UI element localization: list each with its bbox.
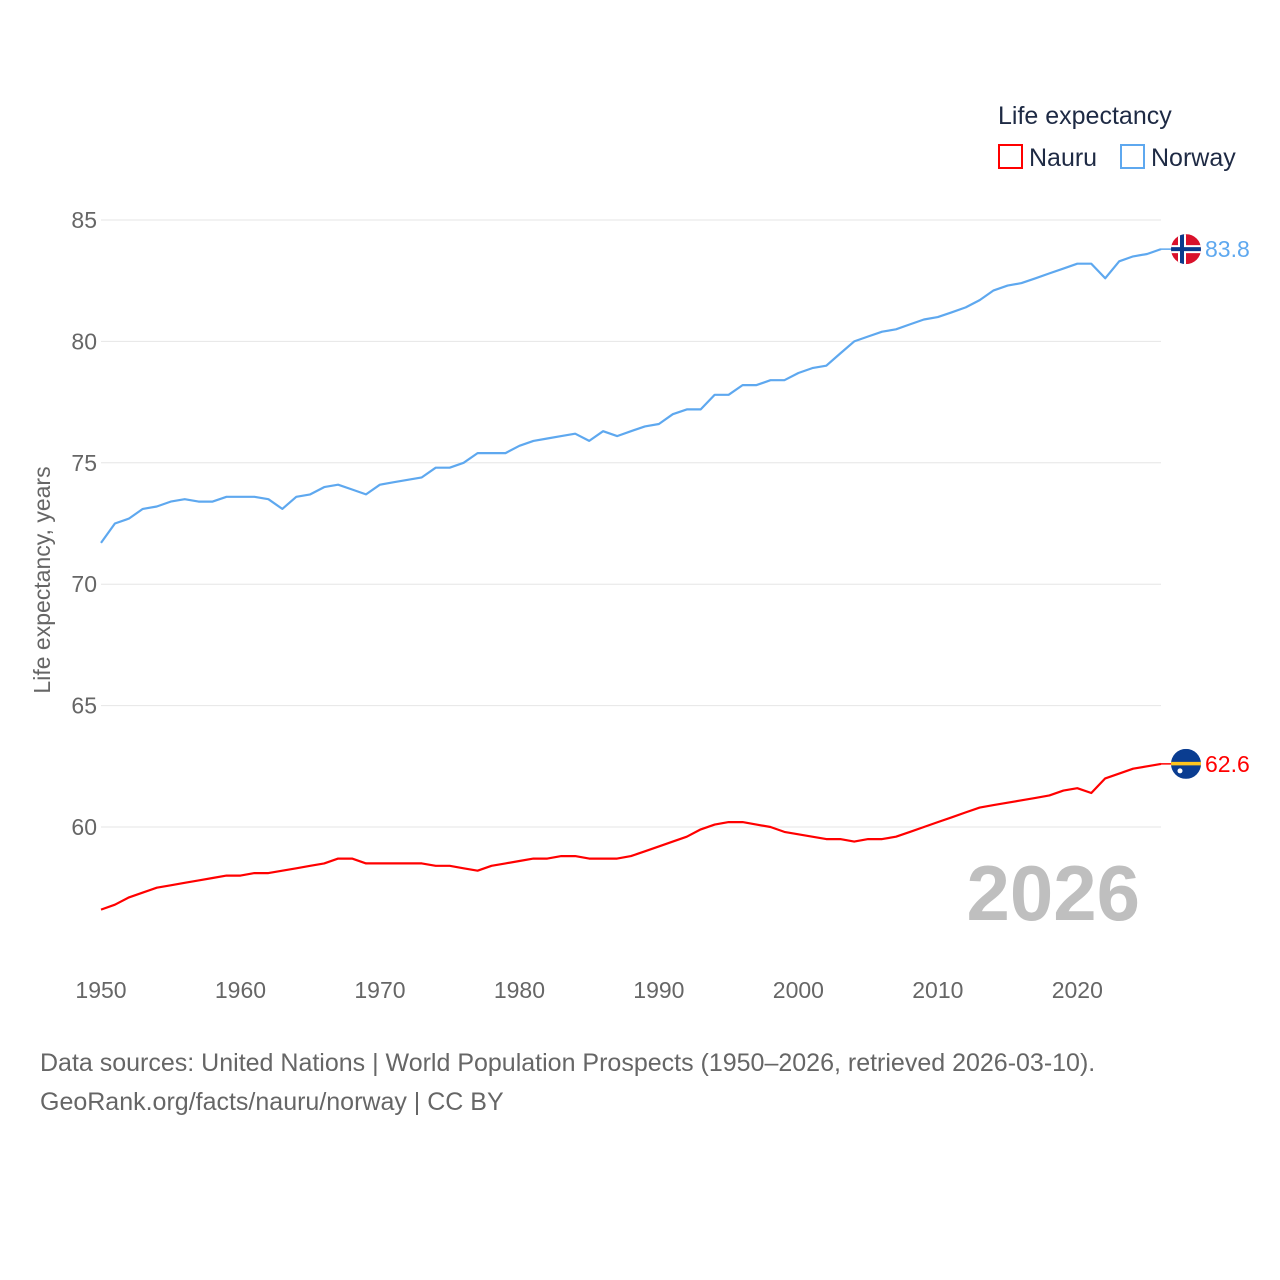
x-tick-label: 1970 xyxy=(354,977,405,1003)
legend-swatch xyxy=(1120,144,1145,169)
year-watermark: 2026 xyxy=(966,849,1140,937)
legend-item-norway[interactable]: Norway xyxy=(1120,144,1236,172)
life-expectancy-chart: 60 65 70 75 80 85 1950 1960 1970 1980 1990 2000 201… xyxy=(29,102,1250,1003)
y-tick-label: 60 xyxy=(71,814,97,840)
series-line-norway xyxy=(100,248,1162,544)
end-value-label-nauru: 62.6 xyxy=(1205,751,1250,777)
y-tick-label: 85 xyxy=(71,207,97,233)
legend-label: Nauru xyxy=(1029,144,1097,172)
data-sources-text: Data sources: United Nations | World Pop… xyxy=(40,1049,1096,1077)
x-tick-label: 2010 xyxy=(912,977,963,1003)
footer: Data sources: United Nations | World Pop… xyxy=(40,1044,1095,1122)
y-tick-label: 65 xyxy=(71,693,97,719)
x-tick-label: 2020 xyxy=(1052,977,1103,1003)
y-axis-label: Life expectancy, years xyxy=(29,466,55,693)
series-line-nauru xyxy=(100,762,1162,911)
x-tick-label: 1960 xyxy=(215,977,266,1003)
legend-title: Life expectancy xyxy=(998,102,1172,130)
y-tick-label: 80 xyxy=(71,328,97,354)
x-tick-label: 2000 xyxy=(773,977,824,1003)
x-tick-label: 1990 xyxy=(633,977,684,1003)
legend-label: Norway xyxy=(1151,144,1236,172)
source-link[interactable]: GeoRank.org/facts/nauru/norway | CC BY xyxy=(40,1088,504,1116)
nauru-flag-icon xyxy=(1171,748,1201,779)
x-tick-label: 1950 xyxy=(75,977,126,1003)
end-value-label-norway: 83.8 xyxy=(1205,236,1250,262)
y-tick-label: 75 xyxy=(71,450,97,476)
y-tick-label: 70 xyxy=(71,571,97,597)
norway-flag-icon xyxy=(1171,234,1201,265)
x-tick-label: 1980 xyxy=(494,977,545,1003)
legend-item-nauru[interactable]: Nauru xyxy=(998,144,1097,172)
legend-swatch xyxy=(998,144,1023,169)
